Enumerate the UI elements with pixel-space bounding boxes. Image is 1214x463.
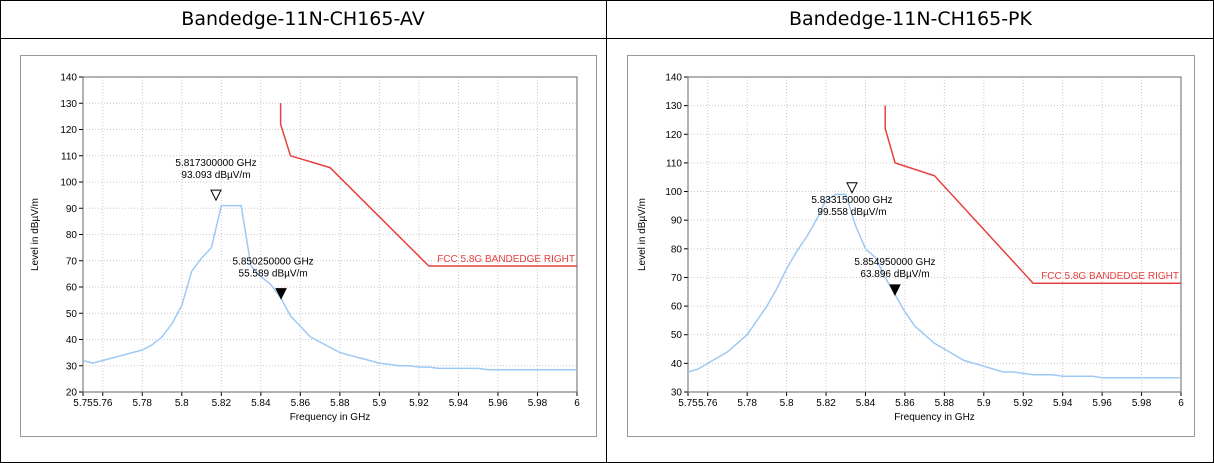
y-tick-label: 140 [60, 73, 77, 84]
limit-label: FCC 5.8G BANDEDGE RIGHT [1041, 271, 1179, 282]
y-tick-label: 80 [66, 230, 78, 241]
y-axis-label: Level in dBµV/m [637, 198, 648, 271]
x-tick-label: 5.88 [330, 398, 350, 409]
x-tick-label: 5.82 [816, 398, 836, 409]
y-tick-label: 60 [671, 302, 683, 313]
x-tick-label: 5.75 [678, 398, 698, 409]
y-tick-label: 40 [671, 359, 683, 370]
marker-label: 5.817300000 GHz [175, 158, 256, 169]
x-axis-label: Frequency in GHz [894, 412, 975, 423]
y-tick-label: 140 [665, 73, 682, 84]
trace [82, 204, 577, 371]
marker [210, 189, 222, 202]
y-tick-label: 130 [665, 101, 682, 112]
y-tick-label: 50 [671, 330, 683, 341]
y-tick-label: 20 [66, 388, 78, 399]
marker-label: 99.558 dBµV/m [817, 207, 886, 218]
marker [275, 288, 287, 300]
x-tick-label: 5.75 [73, 398, 93, 409]
x-tick-label: 5.9 [372, 398, 386, 409]
y-tick-label: 40 [66, 335, 78, 346]
x-tick-label: 5.96 [488, 398, 508, 409]
y-tick-label: 110 [666, 158, 682, 169]
x-tick-label: 5.96 [1092, 398, 1112, 409]
x-tick-label: 5.98 [1132, 398, 1152, 409]
y-tick-label: 120 [665, 130, 682, 141]
cell-title: Bandedge-11N-CH165-AV [181, 8, 425, 30]
x-tick-label: 5.8 [780, 398, 794, 409]
x-tick-label: 5.76 [93, 398, 113, 409]
y-tick-label: 90 [671, 216, 683, 227]
x-axis-label: Frequency in GHz [290, 412, 371, 423]
x-tick-label: 5.86 [895, 398, 915, 409]
marker-label: 5.833150000 GHz [811, 195, 892, 206]
y-tick-label: 50 [66, 309, 78, 320]
x-tick-label: 6 [1178, 398, 1184, 409]
marker-label: 55.589 dBµV/m [239, 269, 308, 280]
y-tick-label: 100 [60, 178, 77, 189]
marker-label: 63.896 dBµV/m [860, 269, 929, 280]
plot-border [82, 76, 578, 393]
x-tick-label: 5.94 [449, 398, 469, 409]
y-tick-label: 30 [66, 361, 78, 372]
y-tick-label: 120 [60, 125, 77, 136]
y-tick-label: 80 [671, 244, 683, 255]
limit-line [884, 105, 1181, 284]
plot-border [687, 76, 1182, 393]
x-tick-label: 5.98 [528, 398, 548, 409]
trace [687, 193, 1181, 379]
y-tick-label: 60 [66, 283, 78, 294]
marker [889, 284, 901, 297]
marker [846, 182, 858, 194]
limit-label: FCC 5.8G BANDEDGE RIGHT [437, 254, 575, 265]
x-tick-label: 5.84 [856, 398, 876, 409]
x-tick-label: 6 [574, 398, 580, 409]
x-tick-label: 5.78 [737, 398, 757, 409]
x-tick-label: 5.76 [698, 398, 718, 409]
y-tick-label: 70 [671, 273, 683, 284]
x-tick-label: 5.92 [409, 398, 429, 409]
limit-line [279, 103, 577, 267]
cell-title: Bandedge-11N-CH165-PK [789, 8, 1032, 30]
x-tick-label: 5.9 [977, 398, 991, 409]
x-tick-label: 5.92 [1014, 398, 1034, 409]
y-tick-label: 110 [61, 151, 77, 162]
marker-label: 5.850250000 GHz [233, 257, 314, 268]
x-tick-label: 5.86 [291, 398, 311, 409]
plot-area [688, 77, 1181, 392]
x-tick-label: 5.88 [935, 398, 955, 409]
y-tick-label: 100 [665, 187, 682, 198]
x-tick-label: 5.78 [133, 398, 153, 409]
marker-label: 5.854950000 GHz [854, 257, 935, 268]
y-tick-label: 30 [671, 388, 683, 399]
y-tick-label: 70 [66, 256, 78, 267]
y-axis-label: Level in dBµV/m [30, 198, 41, 271]
x-tick-label: 5.82 [212, 398, 232, 409]
marker-label: 93.093 dBµV/m [181, 170, 250, 181]
x-tick-label: 5.84 [251, 398, 271, 409]
x-tick-label: 5.8 [175, 398, 189, 409]
y-tick-label: 130 [60, 99, 77, 110]
y-tick-label: 90 [66, 204, 78, 215]
x-tick-label: 5.94 [1053, 398, 1073, 409]
